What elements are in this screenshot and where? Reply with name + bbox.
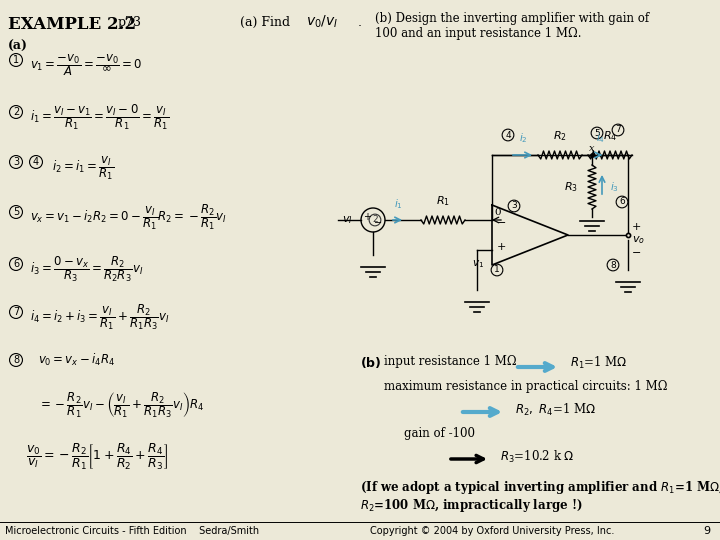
Text: maximum resistance in practical circuits: 1 MΩ: maximum resistance in practical circuits… [384, 380, 667, 393]
Text: $R_1$=1 M$\Omega$: $R_1$=1 M$\Omega$ [570, 355, 627, 371]
Text: −: − [497, 218, 506, 228]
Text: +: + [363, 212, 371, 222]
Text: 4: 4 [505, 131, 510, 139]
Text: Microelectronic Circuits - Fifth Edition    Sedra/Smith: Microelectronic Circuits - Fifth Edition… [5, 526, 259, 536]
Text: −: − [374, 218, 382, 228]
Text: −: − [632, 248, 642, 258]
Text: $R_3$: $R_3$ [564, 180, 578, 194]
Text: 3: 3 [511, 201, 517, 211]
Text: $i_2 = i_1 = \dfrac{v_I}{R_1}$: $i_2 = i_1 = \dfrac{v_I}{R_1}$ [52, 154, 114, 182]
Text: $i_1 = \dfrac{v_I - v_1}{R_1} = \dfrac{v_I - 0}{R_1} = \dfrac{v_I}{R_1}$: $i_1 = \dfrac{v_I - v_1}{R_1} = \dfrac{v… [30, 102, 169, 132]
Text: $v_1$: $v_1$ [472, 258, 484, 270]
Text: input resistance 1 MΩ: input resistance 1 MΩ [384, 355, 517, 368]
Text: 2: 2 [372, 215, 378, 225]
Text: $\mathbf{(b)}$: $\mathbf{(b)}$ [360, 355, 382, 370]
Text: $R_3$=10.2 k $\Omega$: $R_3$=10.2 k $\Omega$ [500, 449, 575, 465]
Text: $i_4 = i_2 + i_3 = \dfrac{v_I}{R_1} + \dfrac{R_2}{R_1 R_3} v_I$: $i_4 = i_2 + i_3 = \dfrac{v_I}{R_1} + \d… [30, 302, 170, 332]
Text: +: + [497, 242, 506, 252]
Text: $R_4$: $R_4$ [603, 129, 617, 143]
Text: $v_0 = v_x - i_4 R_4$: $v_0 = v_x - i_4 R_4$ [38, 352, 115, 368]
Text: 5: 5 [594, 129, 600, 138]
Text: 8: 8 [13, 355, 19, 365]
Text: 5: 5 [13, 207, 19, 217]
Text: $v_x = v_1 - i_2 R_2 = 0 - \dfrac{v_I}{R_1} R_2 = -\dfrac{R_2}{R_1} v_I$: $v_x = v_1 - i_2 R_2 = 0 - \dfrac{v_I}{R… [30, 202, 227, 232]
Text: 6: 6 [13, 259, 19, 269]
Text: $i_3$: $i_3$ [610, 180, 619, 194]
Text: Copyright © 2004 by Oxford University Press, Inc.: Copyright © 2004 by Oxford University Pr… [370, 526, 614, 536]
Text: $i_4$: $i_4$ [596, 131, 606, 145]
Text: 1: 1 [494, 266, 500, 274]
Text: (b) Design the inverting amplifier with gain of: (b) Design the inverting amplifier with … [375, 12, 649, 25]
Text: $= -\dfrac{R_2}{R_1} v_I - \left(\dfrac{v_I}{R_1} + \dfrac{R_2}{R_1 R_3} v_I\rig: $= -\dfrac{R_2}{R_1} v_I - \left(\dfrac{… [38, 390, 204, 420]
Text: $R_1$: $R_1$ [436, 194, 450, 208]
Text: gain of -100: gain of -100 [404, 427, 475, 440]
Text: EXAMPLE 2.2: EXAMPLE 2.2 [8, 16, 136, 33]
Text: p73: p73 [118, 16, 142, 29]
Text: 2: 2 [13, 107, 19, 117]
Text: (a) Find: (a) Find [240, 16, 290, 29]
Text: 8: 8 [610, 260, 616, 269]
Text: $v_1 = \dfrac{-v_0}{A} = \dfrac{-v_0}{\infty} = 0$: $v_1 = \dfrac{-v_0}{A} = \dfrac{-v_0}{\i… [30, 52, 142, 78]
Text: 9: 9 [703, 526, 710, 536]
Text: $v_0 / v_I$: $v_0 / v_I$ [306, 14, 338, 30]
Text: $\dfrac{v_0}{v_I} = -\dfrac{R_2}{R_1}\left[1 + \dfrac{R_4}{R_2} + \dfrac{R_4}{R_: $\dfrac{v_0}{v_I} = -\dfrac{R_2}{R_1}\le… [26, 442, 168, 472]
Text: +: + [632, 222, 642, 232]
Text: $R_2$=100 M$\Omega$, impractically large !): $R_2$=100 M$\Omega$, impractically large… [360, 497, 582, 514]
Text: (a): (a) [8, 40, 28, 53]
Text: $R_2$: $R_2$ [553, 129, 567, 143]
Text: x: x [589, 144, 595, 153]
Text: 1: 1 [13, 55, 19, 65]
Text: 4: 4 [33, 157, 39, 167]
Text: 3: 3 [13, 157, 19, 167]
Text: $i_3 = \dfrac{0 - v_x}{R_3} = \dfrac{R_2}{R_2 R_3} v_I$: $i_3 = \dfrac{0 - v_x}{R_3} = \dfrac{R_2… [30, 254, 143, 284]
Text: 7: 7 [13, 307, 19, 317]
Text: $v_I$: $v_I$ [342, 214, 353, 226]
Text: 100 and an input resistance 1 MΩ.: 100 and an input resistance 1 MΩ. [375, 27, 582, 40]
Text: 0: 0 [494, 208, 500, 217]
Text: $v_o$: $v_o$ [632, 234, 645, 246]
Text: $i_1$: $i_1$ [394, 197, 402, 211]
Text: (If we adopt a typical inverting amplifier and $R_1$=1 M$\Omega$,: (If we adopt a typical inverting amplifi… [360, 479, 720, 496]
Text: 7: 7 [615, 125, 621, 134]
Text: $i_2$: $i_2$ [518, 131, 527, 145]
Text: $R_2,\ R_4$=1 M$\Omega$: $R_2,\ R_4$=1 M$\Omega$ [515, 402, 596, 418]
Text: .: . [358, 16, 362, 29]
Text: 6: 6 [619, 198, 625, 206]
